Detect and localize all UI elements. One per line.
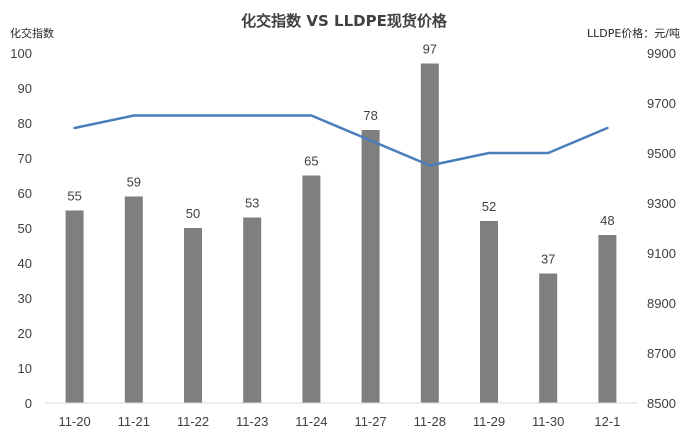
x-tick-11-27: 11-27: [354, 414, 386, 429]
data-label-11-28: 97: [423, 42, 437, 57]
data-label-11-27: 78: [363, 108, 377, 123]
y-tick: 90: [18, 81, 32, 96]
x-tick-11-21: 11-21: [118, 414, 150, 429]
bar-series: [65, 63, 617, 403]
x-axis-ticks: 11-20 11-21 11-22 11-23 11-24 11-27 11-28 11-29…: [58, 414, 620, 429]
y2-tick: 8500: [647, 396, 676, 411]
bar-11-29: [480, 221, 498, 403]
data-label-11-21: 59: [127, 175, 141, 190]
x-tick-11-28: 11-28: [414, 414, 446, 429]
bar-11-23: [243, 217, 262, 403]
y-tick: 0: [25, 396, 32, 411]
x-tick-11-29: 11-29: [473, 414, 505, 429]
y2-tick: 8700: [647, 346, 676, 361]
bar-11-27: [361, 130, 380, 403]
y-tick: 50: [18, 221, 32, 236]
bar-11-24: [302, 175, 321, 403]
y-tick: 30: [18, 291, 32, 306]
data-label-11-30: 37: [541, 252, 555, 267]
data-label-11-23: 53: [245, 196, 259, 211]
bar-12-1: [598, 235, 617, 403]
y2-tick: 9500: [647, 146, 676, 161]
x-tick-11-20: 11-20: [58, 414, 90, 429]
y-tick: 100: [10, 46, 32, 61]
x-tick-11-30: 11-30: [532, 414, 564, 429]
x-tick-12-1: 12-1: [594, 414, 620, 429]
bar-data-labels: 55 59 50 53 65 78 97 52 37 48: [67, 42, 614, 267]
y2-tick: 8900: [647, 296, 676, 311]
right-axis-ticks: 8500 8700 8900 9100 9300 9500 9700 9900: [647, 46, 676, 411]
left-axis-ticks: 0 10 20 30 40 50 60 70 80 90 100: [10, 46, 32, 411]
y2-tick: 9300: [647, 196, 676, 211]
bar-11-28: [420, 63, 439, 403]
y2-tick: 9700: [647, 96, 676, 111]
chart-title: 化交指数 VS LLDPE现货价格: [241, 12, 448, 30]
data-label-11-24: 65: [304, 154, 318, 169]
y-tick: 70: [18, 151, 32, 166]
data-label-11-22: 50: [186, 206, 200, 221]
y-tick: 40: [18, 256, 32, 271]
x-tick-11-24: 11-24: [295, 414, 327, 429]
bar-11-22: [184, 228, 202, 403]
price-line-series: [73, 114, 609, 167]
price-line: [73, 114, 609, 167]
data-label-12-1: 48: [600, 213, 614, 228]
y-tick: 20: [18, 326, 32, 341]
data-label-11-29: 52: [482, 199, 496, 214]
x-tick-11-22: 11-22: [177, 414, 209, 429]
y-tick: 10: [18, 361, 32, 376]
y-tick: 80: [18, 116, 32, 131]
x-tick-11-23: 11-23: [236, 414, 268, 429]
bar-11-30: [539, 273, 558, 403]
y-tick: 60: [18, 186, 32, 201]
left-axis-label: 化交指数: [10, 26, 54, 40]
y2-tick: 9900: [647, 46, 676, 61]
bar-11-20: [65, 210, 84, 403]
data-label-11-20: 55: [67, 189, 81, 204]
right-axis-label: LLDPE价格：元/吨: [587, 26, 680, 40]
y2-tick: 9100: [647, 246, 676, 261]
bar-11-21: [124, 196, 143, 403]
